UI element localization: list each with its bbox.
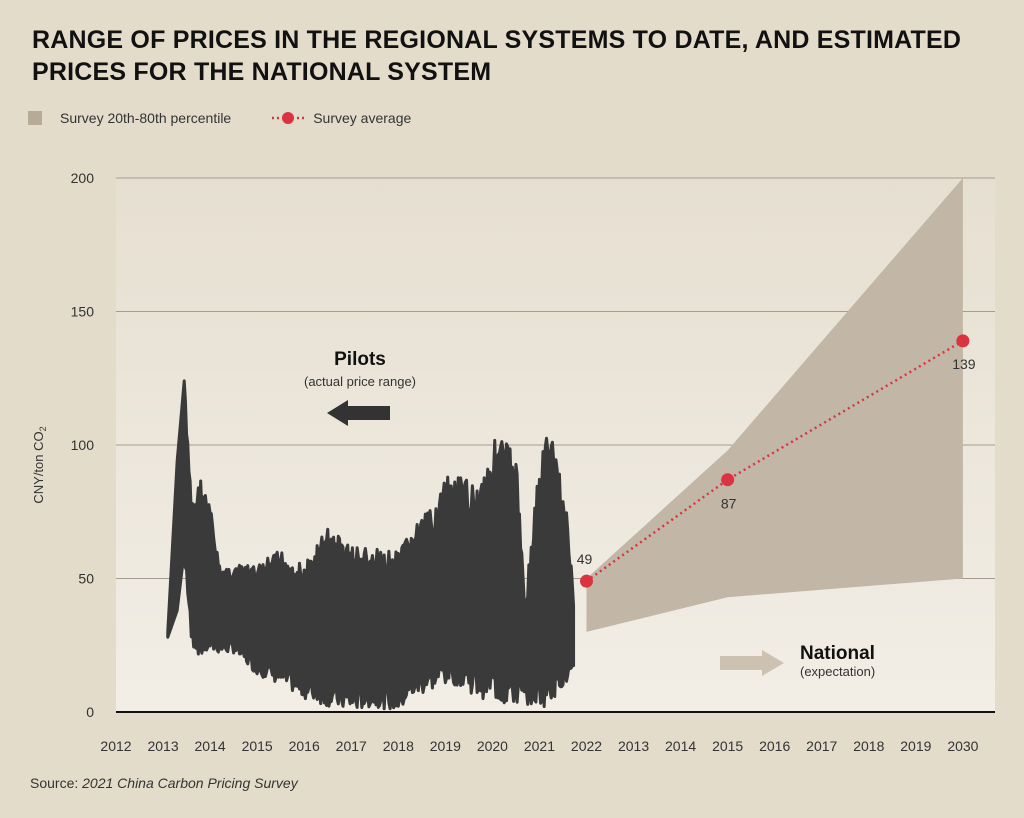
y-axis-label: CNY/ton CO2 [31, 426, 48, 503]
source-prefix: Source: [30, 775, 83, 791]
national-subtitle: (expectation) [800, 664, 875, 679]
x-tick-label: 2020 [477, 738, 508, 754]
survey-average-point [580, 574, 593, 588]
x-tick-label: 2017 [806, 738, 837, 754]
x-tick-label: 2014 [665, 738, 696, 754]
legend-average-marker [272, 112, 305, 124]
y-tick-label: 0 [86, 704, 94, 720]
national-percentile-band [586, 178, 963, 632]
x-tick-label: 2015 [712, 738, 743, 754]
survey-average-point [956, 334, 970, 348]
legend: Survey 20th-80th percentile Survey avera… [28, 108, 451, 128]
legend-average-label: Survey average [313, 110, 412, 126]
y-tick-label: 100 [71, 437, 95, 453]
legend-average: Survey average [271, 110, 411, 126]
pilot-price-range [166, 379, 576, 711]
x-tick-label: 2015 [242, 738, 273, 754]
chart-title: RANGE OF PRICES IN THE REGIONAL SYSTEMS … [32, 26, 962, 86]
x-tick-label: 2019 [430, 738, 461, 754]
legend-band-label: Survey 20th-80th percentile [60, 110, 232, 126]
pilots-title: Pilots [334, 349, 386, 370]
x-tick-label: 2013 [618, 738, 649, 754]
x-tick-label: 2016 [289, 738, 320, 754]
y-tick-label: 200 [71, 170, 95, 186]
y-tick-label: 150 [71, 304, 95, 320]
x-tick-label: 2012 [100, 738, 131, 754]
x-tick-label: 2019 [900, 738, 931, 754]
pilots-left-arrow-icon [327, 400, 390, 426]
x-tick-label: 2030 [947, 738, 978, 754]
x-tick-label: 2018 [383, 738, 414, 754]
survey-average-point [721, 473, 735, 487]
national-right-arrow-icon [720, 650, 784, 676]
source-note: Source: 2021 China Carbon Pricing Survey [30, 775, 298, 791]
legend-band: Survey 20th-80th percentile [28, 110, 231, 126]
x-tick-label: 2013 [147, 738, 178, 754]
x-tick-label: 2018 [853, 738, 884, 754]
data-label: 87 [721, 496, 737, 512]
data-label: 139 [952, 356, 976, 372]
x-tick-label: 2022 [571, 738, 602, 754]
x-tick-label: 2014 [195, 738, 226, 754]
pilots-subtitle: (actual price range) [304, 374, 416, 389]
x-tick-label: 2021 [524, 738, 555, 754]
x-tick-label: 2017 [336, 738, 367, 754]
source-name: 2021 China Carbon Pricing Survey [82, 775, 298, 791]
national-title: National [800, 643, 875, 664]
data-label: 49 [577, 551, 593, 567]
x-tick-label: 2016 [759, 738, 790, 754]
y-tick-label: 50 [78, 571, 94, 587]
legend-band-swatch [28, 111, 42, 125]
